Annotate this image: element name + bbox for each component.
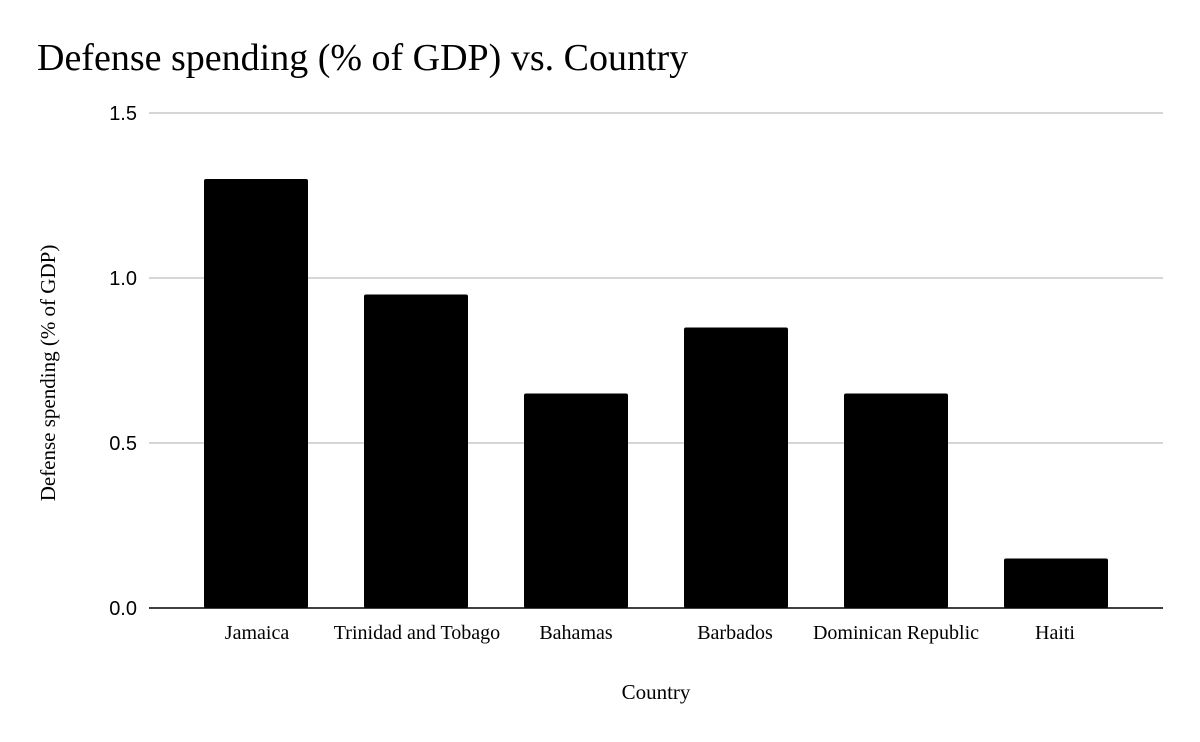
bar [1004,558,1108,608]
x-category-label: Trinidad and Tobago [334,622,500,644]
y-tick-label: 1.0 [109,268,137,290]
x-axis-title: Country [622,680,691,704]
y-tick-label: 1.5 [109,103,137,125]
x-category-label: Barbados [697,622,773,644]
bar [684,327,788,608]
y-tick-label: 0.5 [109,433,137,455]
bars [204,179,1108,608]
gridlines [149,112,1163,444]
x-category-label: Haiti [1035,622,1075,644]
bar [844,393,948,608]
y-tick-label: 0.0 [109,598,137,620]
x-category-label: Bahamas [539,622,613,644]
bar [524,393,628,608]
bar [364,294,468,608]
y-axis-title: Defense spending (% of GDP) [36,245,60,502]
chart-title: Defense spending (% of GDP) vs. Country [37,37,688,79]
x-category-label: Jamaica [225,622,290,644]
bar [204,179,308,608]
y-axis-ticks: 0.0 0.5 1.0 1.5 [109,103,137,620]
x-axis-categories: Jamaica Trinidad and Tobago Bahamas Barbado… [225,622,1076,644]
x-category-label: Dominican Republic [813,622,979,644]
